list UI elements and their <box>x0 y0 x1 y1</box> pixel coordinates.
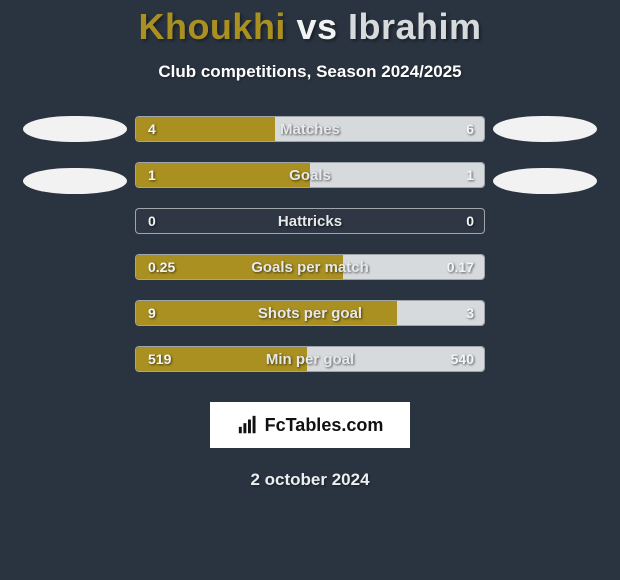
page-title: Khoukhi vs Ibrahim <box>138 6 481 48</box>
stat-value-left: 519 <box>148 347 171 371</box>
right-column <box>485 116 605 372</box>
stat-row: 0.250.17Goals per match <box>135 254 485 280</box>
stat-value-left: 9 <box>148 301 156 325</box>
title-vs: vs <box>296 6 337 47</box>
stat-value-right: 540 <box>451 347 474 371</box>
bar-fill-left <box>136 301 397 325</box>
bar-fill-left <box>136 163 310 187</box>
stat-row: 46Matches <box>135 116 485 142</box>
title-left: Khoukhi <box>138 6 285 47</box>
stat-value-left: 0 <box>148 209 156 233</box>
bar-fill-right <box>310 163 484 187</box>
stats-area: 46Matches11Goals00Hattricks0.250.17Goals… <box>0 116 620 372</box>
subtitle: Club competitions, Season 2024/2025 <box>158 62 461 82</box>
stat-value-right: 0.17 <box>447 255 474 279</box>
chart-bars-icon <box>237 414 259 436</box>
right-player-ellipse-1 <box>493 116 597 142</box>
stat-row: 11Goals <box>135 162 485 188</box>
stat-row: 519540Min per goal <box>135 346 485 372</box>
left-column <box>15 116 135 372</box>
bar-fill-right <box>275 117 484 141</box>
stat-value-left: 4 <box>148 117 156 141</box>
stat-row: 93Shots per goal <box>135 300 485 326</box>
stat-value-right: 6 <box>466 117 474 141</box>
date-text: 2 october 2024 <box>250 470 369 490</box>
stat-bars: 46Matches11Goals00Hattricks0.250.17Goals… <box>135 116 485 372</box>
stat-label: Hattricks <box>136 209 484 233</box>
title-right: Ibrahim <box>348 6 482 47</box>
left-player-ellipse-2 <box>23 168 127 194</box>
stat-value-right: 1 <box>466 163 474 187</box>
stat-value-left: 0.25 <box>148 255 175 279</box>
stat-value-right: 3 <box>466 301 474 325</box>
right-player-ellipse-2 <box>493 168 597 194</box>
logo-box: FcTables.com <box>210 402 410 448</box>
left-player-ellipse-1 <box>23 116 127 142</box>
stat-value-left: 1 <box>148 163 156 187</box>
stat-row: 0 0Hattricks <box>135 208 485 234</box>
stat-value-right: 0 <box>466 209 474 233</box>
bar-fill-left <box>136 117 275 141</box>
logo-text: FcTables.com <box>265 415 384 436</box>
